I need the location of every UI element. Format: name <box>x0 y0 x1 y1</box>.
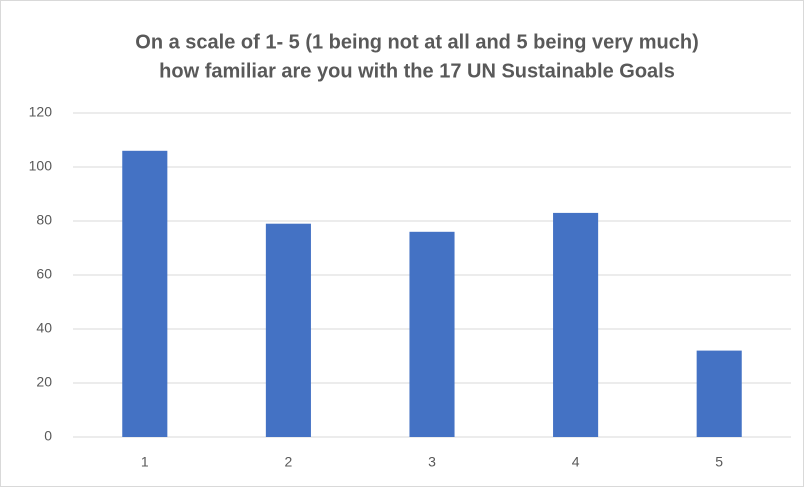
bar <box>122 150 168 438</box>
x-tick-label: 4 <box>572 454 580 470</box>
y-tick-label: 20 <box>36 374 52 390</box>
chart-title: On a scale of 1- 5 (1 being not at all a… <box>135 31 698 53</box>
x-tick-label: 5 <box>715 454 723 470</box>
y-tick-label: 80 <box>36 212 52 228</box>
y-tick-label: 60 <box>36 266 52 282</box>
bar <box>409 231 455 437</box>
x-tick-label: 3 <box>428 454 436 470</box>
y-tick-label: 120 <box>29 104 53 120</box>
chart-title: how familiar are you with the 17 UN Sust… <box>159 60 675 82</box>
y-tick-label: 0 <box>44 428 52 444</box>
y-tick-label: 40 <box>36 320 52 336</box>
x-tick-label: 2 <box>285 454 293 470</box>
bar <box>696 350 742 437</box>
bar <box>553 212 599 437</box>
bar <box>265 223 311 437</box>
x-tick-label: 1 <box>141 454 149 470</box>
y-tick-label: 100 <box>29 158 53 174</box>
